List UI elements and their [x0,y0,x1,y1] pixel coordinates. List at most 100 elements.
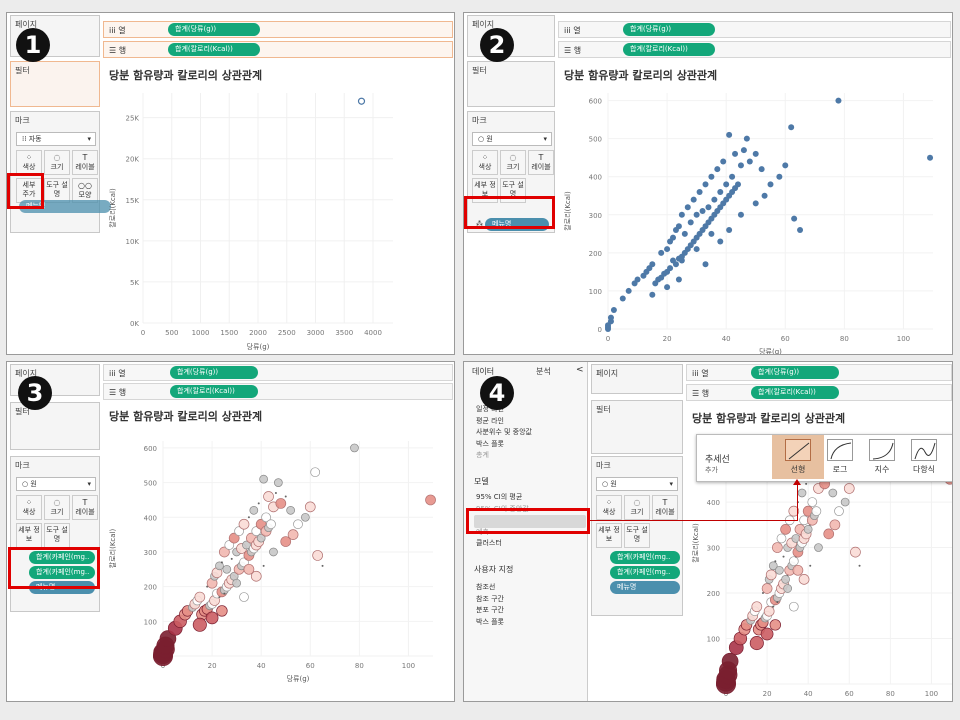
caffeine-color-pill[interactable]: 합계(카페인(mg.. [29,551,95,564]
rows-pill[interactable]: 합계(칼로리(Kcal)) [168,43,260,56]
data-point [610,306,617,313]
filters-card: 필터 [10,402,100,450]
trendline-popup-title: 추세선 [705,455,730,465]
mark-type-dropdown[interactable]: ○ 원 ▾ [16,477,96,491]
caffeine-size-pill[interactable]: 합계(카페인(mg.. [610,566,680,579]
data-point [823,528,835,540]
rows-shelf[interactable]: ☰ 행 합계(칼로리(Kcal)) [103,41,453,58]
y-tick-label: 600 [144,445,157,453]
columns-shelf[interactable]: iii 열 합계(당류(g)) [103,21,453,38]
columns-shelf[interactable]: iii 열 합계(당류(g)) [103,364,453,381]
rows-shelf[interactable]: ☰ 행 합계(칼로리(Kcal)) [558,41,951,58]
panel-3: 페이지 필터 마크 ○ 원 ▾ ⁘ 색상 ◌ 크기 T 레이블 세부 정보 도구 설명 … [6,361,455,702]
caffeine-size-pill[interactable]: 합계(카페인(mg.. [29,566,95,579]
color-button[interactable]: ⁘ 색상 [596,495,622,520]
mark-type-dropdown[interactable]: ○ 원 ▾ [596,477,678,491]
y-tick-label: 5K [130,279,139,287]
chart-title: 당분 함유량과 칼로리의 상관관계 [564,69,718,82]
rows-pill[interactable]: 합계(칼로리(Kcal)) [623,43,715,56]
x-tick-label: 2500 [278,329,296,337]
color-button[interactable]: ⁘ 색상 [472,150,498,175]
trend-log-option[interactable]: 로그 [814,435,866,479]
rows-shelf[interactable]: ☰ 행 합계(칼로리(Kcal)) [103,383,453,400]
trend-linear-option[interactable]: 선형 [772,435,824,479]
label-button[interactable]: T 레이블 [528,150,554,175]
caffeine-color-pill[interactable]: 합계(카페인(mg.. [610,551,680,564]
data-point [702,261,709,268]
rows-shelf[interactable]: ☰ 행 합계(칼로리(Kcal)) [686,384,952,401]
model-item[interactable]: 클러스터 [476,539,502,547]
custom-item[interactable]: 참조선 [476,583,496,591]
data-point [781,575,790,584]
columns-shelf[interactable]: iii 열 합계(당류(g)) [558,21,951,38]
custom-item[interactable]: 박스 플롯 [476,617,504,626]
detail-button[interactable]: 세부 정보 [16,523,42,548]
data-point [761,583,773,594]
data-point [858,564,861,567]
data-point [720,158,727,165]
columns-pill[interactable]: 합계(당류(g)) [623,23,715,36]
data-point [239,557,249,568]
mark-type-dropdown[interactable]: ⁞⁞ 자동 ▾ [16,132,96,146]
trend-poly-option[interactable]: 다항식 [898,435,950,479]
columns-pill[interactable]: 합계(당류(g)) [751,366,839,379]
size-button[interactable]: ◌ 크기 [44,495,70,520]
data-point [772,605,775,608]
shape-button[interactable]: ○○ 모양 [72,178,98,203]
x-tick-label: 2000 [249,329,267,337]
x-tick-label: 80 [355,662,364,670]
color-button[interactable]: ⁘ 색상 [16,495,42,520]
y-axis-label: 칼로리(Kcal) [108,529,117,569]
summarize-item[interactable]: 평균 라인 [476,416,504,425]
filters-card: 필터 [467,61,555,107]
rows-pill[interactable]: 합계(칼로리(Kcal)) [170,385,258,398]
highlight-menu-pill [464,196,555,229]
tab-data[interactable]: 데이터 [472,367,495,376]
menu-pill[interactable]: 메뉴명 [610,581,680,594]
color-icon: ⁘ [605,498,613,507]
model-item[interactable]: 95% CI의 평균 [476,493,523,501]
x-tick-label: 1000 [192,329,210,337]
label-button[interactable]: T 레이블 [72,150,98,175]
data-point [619,295,626,302]
summarize-item[interactable]: 사분위수 및 중앙값 [476,428,532,436]
data-point [797,488,807,498]
detail-button[interactable]: 세부 정보 [596,523,622,548]
label-button[interactable]: T 레이블 [652,495,678,520]
columns-pill[interactable]: 합계(당류(g)) [170,366,258,379]
collapse-icon[interactable]: < [576,365,584,375]
size-button[interactable]: ◌ 크기 [500,150,526,175]
rows-icon: ☰ [692,389,700,398]
color-button[interactable]: ⁘ 색상 [16,150,42,175]
mark-type-dropdown[interactable]: ○ 원 ▾ [472,132,552,146]
data-point [829,519,841,531]
tab-analytics[interactable]: 분석 [536,367,551,376]
tooltip-button[interactable]: 도구 설명 [44,523,70,548]
custom-item[interactable]: 참조 구간 [476,594,504,603]
data-point [729,173,736,180]
data-point [708,173,715,180]
summarize-item[interactable]: 박스 플롯 [476,439,504,448]
trend-exp-option[interactable]: 지수 [856,435,908,479]
size-icon: ◌ [633,498,641,507]
label-button[interactable]: T 레이블 [72,495,98,520]
columns-shelf[interactable]: iii 열 합계(당류(g)) [686,364,952,381]
custom-item[interactable]: 분포 구간 [476,606,504,614]
y-tick-label: 20K [126,156,140,164]
size-button[interactable]: ◌ 크기 [44,150,70,175]
rows-pill[interactable]: 합계(칼로리(Kcal)) [751,386,839,399]
size-icon: ◌ [53,498,61,507]
data-point [737,211,744,218]
filters-card[interactable]: 필터 [10,61,100,107]
x-tick-label: 40 [804,690,813,698]
size-button[interactable]: ◌ 크기 [624,495,650,520]
data-point [219,546,230,558]
tooltip-button[interactable]: 도구 설명 [624,523,650,548]
summarize-item[interactable]: 일정 라인 [476,405,504,413]
x-tick-label: 100 [897,335,910,343]
data-point [740,147,747,154]
data-point [782,162,789,169]
summarize-item[interactable]: 총계 [476,451,489,459]
columns-pill[interactable]: 합계(당류(g)) [168,23,260,36]
data-point [215,561,224,571]
